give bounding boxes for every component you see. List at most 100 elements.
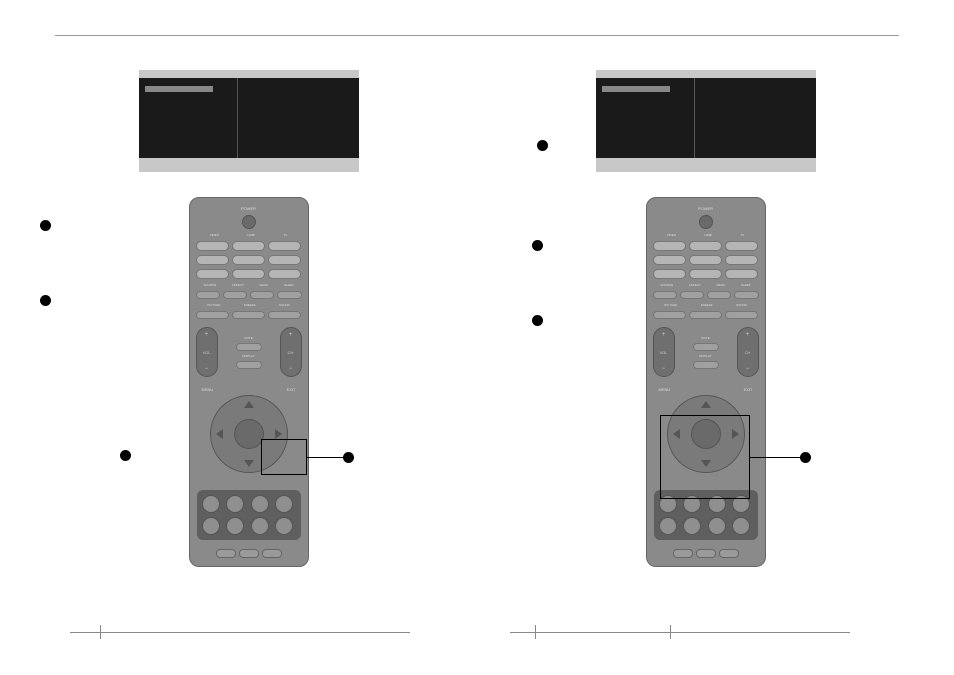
sleep-button[interactable] (277, 291, 301, 299)
osd-top-bar (596, 70, 816, 78)
source-button[interactable] (196, 291, 220, 299)
sleep-label: SLEEP (284, 283, 294, 287)
num-7[interactable] (708, 517, 726, 535)
volume-rocker[interactable]: + VOL − (653, 327, 675, 377)
bottom-btn-3[interactable] (719, 549, 739, 558)
callout-dot-right (800, 452, 811, 463)
num-6[interactable] (683, 517, 701, 535)
btn-r2-2[interactable] (232, 255, 265, 265)
btn-r2-2[interactable] (689, 255, 722, 265)
ch-label: CH (288, 350, 294, 355)
volume-rocker[interactable]: + VOL − (196, 327, 218, 377)
picture-button[interactable] (196, 311, 229, 319)
vol-label: VOL (202, 350, 210, 355)
btn-r2-3[interactable] (725, 255, 758, 265)
btn-r2-1[interactable] (196, 255, 229, 265)
power-button[interactable] (699, 215, 713, 229)
osd-preview-right (596, 70, 816, 172)
hdmi-button[interactable] (232, 241, 265, 251)
bottom-btn-3[interactable] (262, 549, 282, 558)
video-button[interactable] (196, 241, 229, 251)
btn-r3-3[interactable] (268, 269, 301, 279)
bottom-btn-2[interactable] (696, 549, 716, 558)
num-1[interactable] (202, 495, 220, 513)
hdmi-label: HDMI (704, 233, 712, 237)
freeze-button[interactable] (689, 311, 722, 319)
row5 (653, 311, 759, 319)
menu-button[interactable] (707, 291, 731, 299)
num-4[interactable] (275, 495, 293, 513)
aspect-button[interactable] (680, 291, 704, 299)
bottom-btn-1[interactable] (216, 549, 236, 558)
row3 (196, 269, 302, 279)
aspect-button[interactable] (223, 291, 247, 299)
top-rule (55, 35, 899, 36)
mid-buttons: MUTE DISPLAY (693, 336, 719, 369)
row2 (196, 255, 302, 265)
num-3[interactable] (251, 495, 269, 513)
remote-wrap-left: POWER VIDEO HDMI TV (189, 197, 309, 567)
callout-leader-left (307, 457, 345, 458)
sound-label: SOUND (279, 303, 290, 307)
picture-label: PICTURE (664, 303, 677, 307)
minus-icon: − (746, 366, 750, 372)
bullet-1 (40, 220, 51, 231)
channel-rocker[interactable]: + CH − (280, 327, 302, 377)
osd-bottom-bar (139, 158, 359, 172)
minus-icon: − (662, 366, 666, 372)
btn-r2-1[interactable] (653, 255, 686, 265)
bottom-btn-1[interactable] (673, 549, 693, 558)
osd-right-pane (238, 78, 359, 158)
sound-button[interactable] (268, 311, 301, 319)
power-button[interactable] (242, 215, 256, 229)
vol-label: VOL (659, 350, 667, 355)
num-8[interactable] (732, 517, 750, 535)
remote-control: POWER VIDEO HDMI TV (189, 197, 309, 567)
callout-box-left (261, 439, 307, 475)
video-button[interactable] (653, 241, 686, 251)
btn-r2-3[interactable] (268, 255, 301, 265)
bottom-row (653, 549, 759, 558)
num-5[interactable] (659, 517, 677, 535)
num-2[interactable] (226, 495, 244, 513)
osd-left-pane (596, 78, 695, 158)
footer-divider-right-1 (535, 625, 536, 639)
btn-r3-2[interactable] (689, 269, 722, 279)
channel-rocker[interactable]: + CH − (737, 327, 759, 377)
display-button[interactable] (693, 361, 719, 369)
num-6[interactable] (226, 517, 244, 535)
mid-buttons: MUTE DISPLAY (236, 336, 262, 369)
right-column: POWER VIDEO HDMI TV (497, 70, 914, 567)
bottom-btn-2[interactable] (239, 549, 259, 558)
menu-label: MENU (716, 283, 725, 287)
number-pad (197, 490, 301, 540)
row4 (653, 291, 759, 299)
row3 (653, 269, 759, 279)
footer-rule-right (510, 632, 850, 633)
video-label: VIDEO (667, 233, 676, 237)
hdmi-button[interactable] (689, 241, 722, 251)
picture-button[interactable] (653, 311, 686, 319)
source-button[interactable] (653, 291, 677, 299)
display-button[interactable] (236, 361, 262, 369)
tv-button[interactable] (725, 241, 758, 251)
sleep-button[interactable] (734, 291, 758, 299)
menu-button[interactable] (250, 291, 274, 299)
btn-r3-3[interactable] (725, 269, 758, 279)
callout-dot-left (343, 452, 354, 463)
num-5[interactable] (202, 517, 220, 535)
tv-button[interactable] (268, 241, 301, 251)
source-label: SOURCE (203, 283, 216, 287)
freeze-button[interactable] (232, 311, 265, 319)
btn-r3-2[interactable] (232, 269, 265, 279)
btn-r3-1[interactable] (196, 269, 229, 279)
num-8[interactable] (275, 517, 293, 535)
btn-r3-1[interactable] (653, 269, 686, 279)
bullet-beside-osd (537, 140, 548, 151)
freeze-label: FREEZE (701, 303, 713, 307)
sound-button[interactable] (725, 311, 758, 319)
mute-button[interactable] (236, 343, 262, 351)
ok-button[interactable] (234, 419, 264, 449)
mute-button[interactable] (693, 343, 719, 351)
num-7[interactable] (251, 517, 269, 535)
